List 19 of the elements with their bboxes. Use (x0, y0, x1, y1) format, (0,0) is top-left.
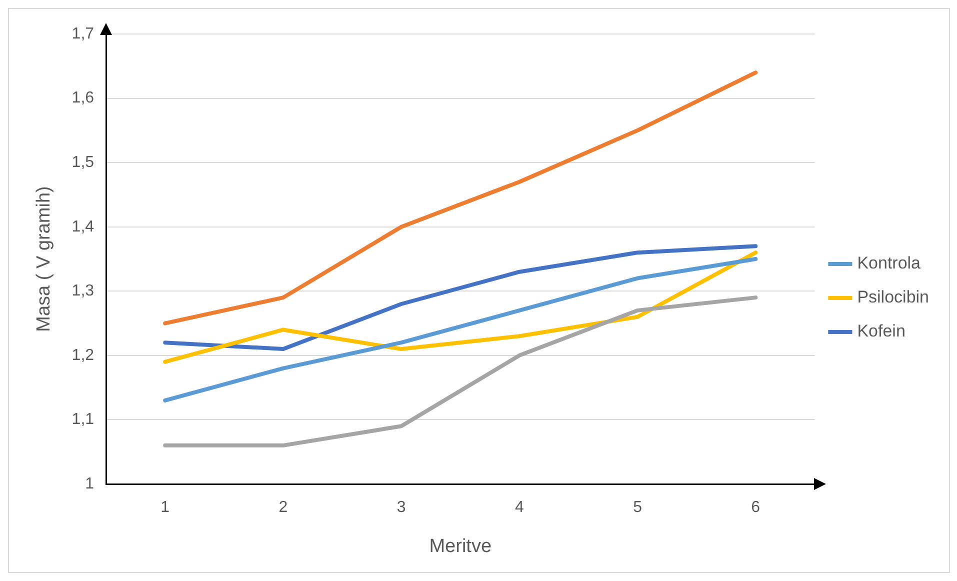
x-tick-label: 2 (278, 499, 288, 516)
y-tick-label: 1 (85, 475, 94, 492)
x-tick-label: 6 (751, 499, 760, 516)
legend-label: Psilocibin (857, 288, 929, 307)
y-axis-title: Masa ( V gramih) (34, 186, 55, 332)
y-tick-label: 1,3 (72, 282, 94, 300)
legend-label: Kontrola (857, 254, 922, 273)
x-tick-label: 5 (633, 499, 642, 516)
y-tick-label: 1,1 (72, 411, 94, 428)
y-tick-label: 1,6 (72, 90, 94, 107)
x-tick-label: 3 (396, 499, 406, 516)
y-tick-label: 1,5 (72, 154, 94, 171)
y-tick-label: 1,2 (72, 346, 94, 364)
x-tick-label: 4 (514, 499, 524, 516)
y-tick-label: 1,7 (72, 25, 94, 42)
x-tick-label: 1 (160, 499, 170, 516)
legend-label: Kofein (857, 322, 906, 341)
y-tick-label: 1,4 (72, 218, 94, 236)
x-axis-title: Meritve (429, 536, 492, 557)
